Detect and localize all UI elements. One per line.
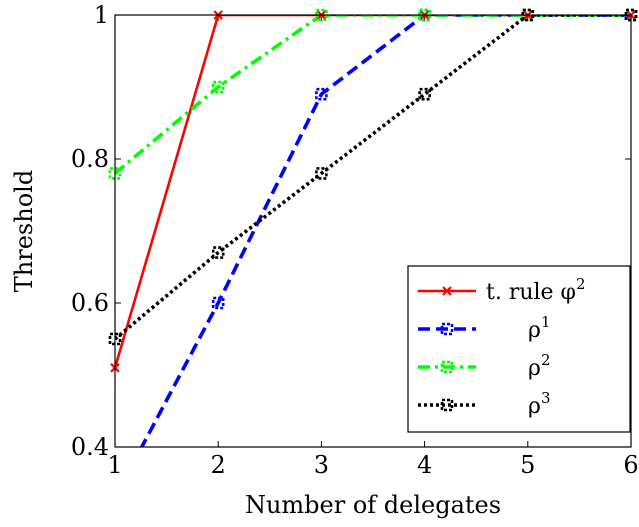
y-axis-label: Threshold (10, 170, 38, 292)
legend-marker (440, 360, 454, 374)
legend-entry-2: ρ1 (418, 313, 550, 343)
legend-label-text: t. rule φ (486, 280, 576, 305)
x-tick-label: 6 (623, 451, 638, 479)
x-tick-label: 1 (107, 451, 122, 479)
legend-entry-3: ρ2 (418, 351, 550, 381)
x-tick-label: 2 (211, 451, 226, 479)
x-tick-label: 4 (417, 451, 432, 479)
legend-label-superscript: 1 (541, 313, 551, 331)
legend-label: ρ1 (528, 313, 550, 343)
series-layer (115, 15, 631, 447)
legend-label-text: ρ (528, 318, 541, 343)
series-3-point (211, 80, 225, 94)
series-line-1 (115, 15, 631, 369)
series-4-point (211, 246, 225, 259)
series-line-3 (115, 15, 631, 175)
legend-entry-4: ρ3 (418, 389, 550, 419)
x-tick-label: 5 (520, 451, 535, 479)
y-tick-label: 1 (94, 1, 109, 29)
legend-label: t. rule φ2 (486, 275, 586, 305)
y-tick-label: 0.4 (71, 433, 109, 461)
legend-label-superscript: 3 (541, 389, 551, 407)
legend-marker (440, 398, 454, 412)
x-axis-label: Number of delegates (245, 491, 501, 519)
series-4-point (315, 167, 328, 180)
legend-label-text: ρ (528, 394, 541, 419)
x-tick-label: 3 (314, 451, 329, 479)
series-2-point (211, 296, 225, 310)
legend-label-superscript: 2 (541, 351, 551, 369)
legend-label: ρ3 (528, 389, 550, 419)
legend-marker (442, 286, 452, 296)
legend-label: ρ2 (528, 351, 550, 381)
legend-label-superscript: 2 (576, 275, 586, 293)
series-4-point (418, 87, 431, 101)
legend-entry-1: t. rule φ2 (418, 275, 586, 305)
plot-frame (114, 14, 632, 448)
legend-marker (440, 322, 454, 336)
tick-labels: 1 2 3 4 5 6 0.4 0.6 0.8 1 (71, 1, 639, 479)
y-tick-label: 0.8 (71, 145, 109, 173)
series-line-2 (139, 15, 631, 447)
series-2-point (315, 87, 328, 101)
legend-label-text: ρ (528, 356, 541, 381)
y-tick-label: 0.6 (71, 289, 109, 317)
